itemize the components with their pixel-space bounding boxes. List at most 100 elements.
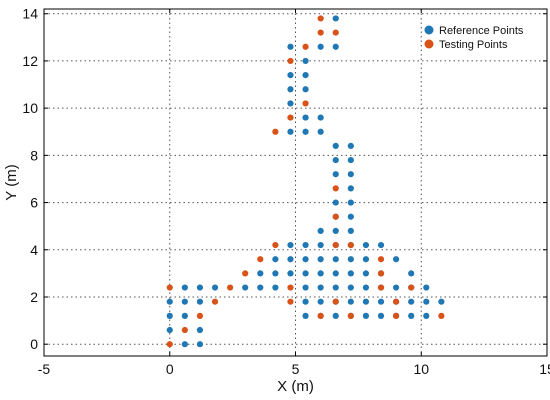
reference-point xyxy=(317,284,324,291)
reference-point xyxy=(287,270,294,277)
reference-point xyxy=(423,298,430,305)
legend: Reference Points Testing Points xyxy=(424,25,524,51)
testing-point xyxy=(377,256,385,263)
reference-point xyxy=(377,298,385,305)
testing-point xyxy=(166,341,173,348)
reference-point xyxy=(347,298,354,305)
reference-point xyxy=(257,284,264,291)
testing-point xyxy=(287,284,294,291)
reference-point xyxy=(408,270,415,277)
y-axis-title: Y (m) xyxy=(3,164,20,200)
reference-point xyxy=(302,86,309,93)
reference-point xyxy=(362,284,370,291)
reference-point xyxy=(166,326,173,334)
reference-point xyxy=(272,270,279,277)
testing-point xyxy=(272,128,279,135)
testing-point xyxy=(332,298,339,305)
reference-point xyxy=(196,341,204,348)
reference-point xyxy=(196,284,204,291)
reference-point xyxy=(317,298,324,305)
reference-point xyxy=(287,128,294,135)
reference-point xyxy=(347,142,354,150)
testing-point xyxy=(347,241,354,249)
tick-labels: -505101502468101214 xyxy=(22,6,550,377)
reference-point xyxy=(347,256,354,263)
legend-marker-testing-points xyxy=(424,39,434,49)
reference-point xyxy=(362,270,370,277)
reference-point xyxy=(317,241,324,249)
reference-point xyxy=(332,156,339,164)
x-tick-label: 0 xyxy=(166,361,174,377)
reference-point xyxy=(181,284,188,291)
testing-point xyxy=(257,256,264,263)
reference-point xyxy=(302,312,309,319)
reference-point xyxy=(257,270,264,277)
testing-point xyxy=(332,241,339,249)
testing-point xyxy=(181,326,188,334)
x-tick-label: 5 xyxy=(292,361,300,377)
grid xyxy=(44,9,547,356)
testing-point xyxy=(438,312,445,319)
y-tick-label: 4 xyxy=(30,242,38,258)
reference-point xyxy=(166,298,173,305)
reference-point xyxy=(377,241,385,249)
y-tick-label: 0 xyxy=(30,336,38,352)
reference-point xyxy=(302,298,309,305)
reference-point xyxy=(242,284,249,291)
x-tick-label: -5 xyxy=(38,361,51,377)
reference-point xyxy=(181,341,188,348)
testing-point xyxy=(332,213,339,220)
testing-point xyxy=(272,241,279,249)
reference-point xyxy=(317,128,324,135)
reference-point xyxy=(332,43,339,50)
y-tick-label: 12 xyxy=(22,53,38,69)
reference-point xyxy=(347,227,354,234)
reference-point xyxy=(196,326,204,334)
x-tick-label: 15 xyxy=(539,361,550,377)
reference-point xyxy=(408,312,415,319)
y-tick-label: 6 xyxy=(30,195,38,211)
reference-point xyxy=(347,185,354,192)
reference-point xyxy=(317,270,324,277)
testing-point xyxy=(332,29,339,36)
reference-point xyxy=(377,312,385,319)
reference-point xyxy=(287,43,294,50)
testing-point xyxy=(408,284,415,291)
reference-point xyxy=(211,284,219,291)
y-tick-label: 8 xyxy=(30,147,38,163)
reference-point xyxy=(302,284,309,291)
testing-point xyxy=(393,312,400,319)
reference-point xyxy=(302,256,309,263)
reference-point xyxy=(317,256,324,263)
reference-point xyxy=(302,114,309,121)
reference-point xyxy=(317,227,324,234)
reference-point xyxy=(302,71,309,79)
reference-point xyxy=(332,199,339,206)
reference-point xyxy=(302,270,309,277)
reference-point xyxy=(347,156,354,164)
reference-point xyxy=(302,128,309,135)
axis-ticks xyxy=(43,9,548,356)
reference-point xyxy=(362,312,370,319)
reference-point xyxy=(272,284,279,291)
y-tick-label: 10 xyxy=(22,100,38,116)
reference-point xyxy=(332,256,339,263)
reference-point xyxy=(272,256,279,263)
reference-point xyxy=(332,142,339,150)
testing-point xyxy=(242,270,249,277)
reference-point xyxy=(393,284,400,291)
testing-point xyxy=(287,298,294,305)
reference-point xyxy=(166,312,173,319)
reference-point xyxy=(287,71,294,79)
testing-point xyxy=(347,312,354,319)
reference-point xyxy=(347,199,354,206)
reference-point xyxy=(196,298,204,305)
testing-point xyxy=(227,284,234,291)
testing-point xyxy=(196,312,204,319)
reference-point xyxy=(181,312,188,319)
y-tick-label: 2 xyxy=(30,289,38,305)
reference-point xyxy=(332,312,339,319)
reference-point xyxy=(302,57,309,65)
